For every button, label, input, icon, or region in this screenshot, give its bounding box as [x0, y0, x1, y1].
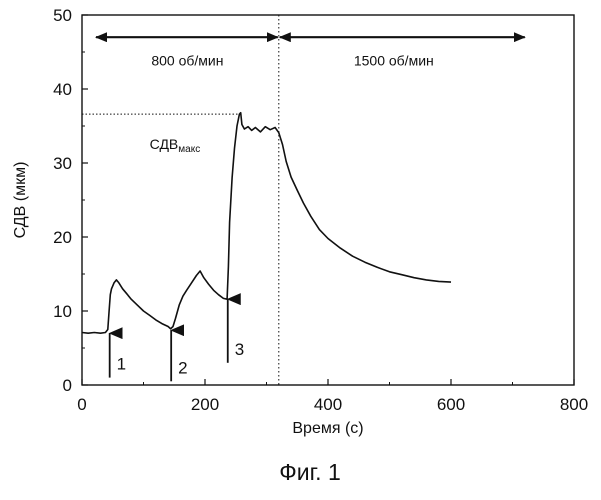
y-tick-label: 50: [53, 6, 72, 25]
marker-label-1: 1: [117, 355, 126, 374]
y-axis-title: СДВ (мкм): [12, 162, 29, 239]
x-axis-title: Время (с): [292, 420, 363, 437]
max-label-base: СДВ: [150, 136, 179, 152]
marker-label-3: 3: [235, 340, 244, 359]
annotation-layer: 800 об/мин 1500 об/мин СДВмакс 1 2 3: [82, 15, 525, 385]
axis-tick-labels: 0 200 400 600 800 0 10 20 30 40 50: [53, 6, 588, 414]
max-label-subscript: макс: [178, 144, 200, 155]
y-tick-label: 40: [53, 80, 72, 99]
y-tick-label: 0: [63, 376, 72, 395]
x-tick-label: 800: [560, 395, 588, 414]
y-tick-label: 20: [53, 228, 72, 247]
x-tick-label: 0: [77, 395, 86, 414]
series-line: [82, 113, 451, 334]
x-tick-label: 200: [191, 395, 219, 414]
region-right-label: 1500 об/мин: [354, 52, 434, 68]
plot-frame: [82, 15, 574, 385]
axis-ticks: [82, 15, 574, 385]
y-tick-label: 10: [53, 302, 72, 321]
x-tick-label: 400: [314, 395, 342, 414]
figure-caption: Фиг. 1: [279, 459, 341, 485]
x-tick-label: 600: [437, 395, 465, 414]
max-label: СДВмакс: [150, 136, 201, 155]
y-tick-label: 30: [53, 154, 72, 173]
region-left-label: 800 об/мин: [151, 52, 223, 68]
marker-label-2: 2: [178, 358, 187, 377]
